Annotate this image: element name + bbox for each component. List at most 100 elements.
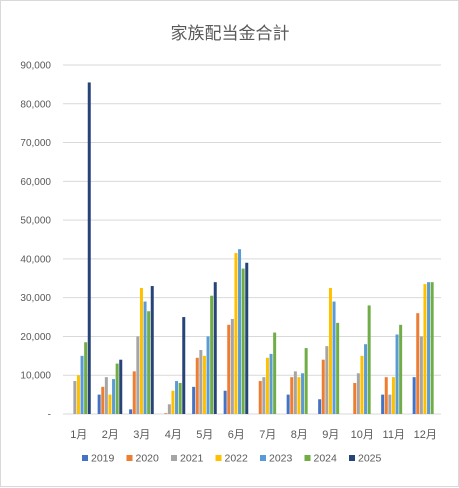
bar-2021-11: [388, 394, 392, 414]
bar-2022-11: [391, 377, 395, 414]
bar-2021-2: [104, 377, 108, 414]
bar-2025-3: [150, 286, 154, 414]
x-tick-label: 3月: [133, 429, 150, 441]
y-tick-label: 40,000: [20, 254, 51, 265]
bar-2025-4: [182, 317, 186, 414]
legend-label-2022: 2022: [225, 453, 249, 465]
legend-swatch-2019: [82, 455, 88, 461]
y-tick-label: 20,000: [20, 332, 51, 343]
bar-2024-8: [304, 348, 308, 414]
bar-2020-7: [258, 381, 262, 414]
x-tick-label: 6月: [228, 429, 245, 441]
bar-layer: [73, 82, 434, 414]
bar-2020-12: [416, 313, 420, 414]
legend-label-2024: 2024: [314, 453, 338, 465]
y-tick-label: -: [48, 410, 51, 421]
bar-2019-6: [223, 390, 227, 414]
bar-2022-1: [76, 375, 80, 414]
bar-2023-12: [427, 282, 431, 414]
bar-2025-2: [119, 359, 123, 414]
x-tick-label: 9月: [322, 429, 339, 441]
bar-2024-1: [84, 342, 88, 414]
bar-2023-2: [112, 379, 116, 414]
legend-label-2023: 2023: [269, 453, 293, 465]
bar-2021-10: [356, 373, 360, 414]
y-tick-label: 80,000: [20, 99, 51, 110]
bar-2022-8: [297, 377, 301, 414]
bar-2024-9: [336, 322, 340, 414]
bar-2024-3: [147, 311, 151, 414]
bar-2019-3: [129, 409, 133, 414]
legend: 2019 2020 2021 2022 2023 2024 2025: [82, 453, 382, 465]
legend-label-2019: 2019: [91, 453, 115, 465]
bar-2023-10: [364, 344, 368, 414]
bar-2025-5: [213, 282, 217, 414]
bar-2024-5: [210, 295, 214, 414]
bar-2022-6: [234, 253, 238, 414]
bar-2024-12: [430, 282, 434, 414]
legend-swatch-2024: [304, 455, 311, 461]
x-tick-label: 12月: [414, 429, 437, 441]
x-tick-label: 2月: [102, 429, 119, 441]
legend-swatch-2021: [171, 455, 177, 461]
bar-2020-11: [384, 377, 388, 414]
bar-2021-8: [293, 371, 297, 414]
x-tick-label: 4月: [165, 429, 182, 441]
legend-label-2025: 2025: [358, 453, 382, 465]
bar-2020-2: [101, 386, 105, 414]
bar-2019-12: [412, 377, 416, 414]
bar-2024-4: [178, 382, 182, 414]
legend-swatch-2023: [260, 455, 266, 461]
bar-2021-6: [230, 318, 234, 414]
bar-2024-2: [115, 363, 119, 414]
bar-2023-7: [269, 353, 273, 414]
x-tick-label: 1月: [70, 429, 87, 441]
grid-layer: [63, 64, 441, 415]
y-tick-label: 10,000: [20, 371, 51, 382]
y-tick-label: 70,000: [20, 138, 51, 149]
bar-2024-10: [367, 305, 371, 414]
bar-2020-5: [195, 357, 199, 414]
bar-2023-5: [206, 336, 210, 414]
bar-2021-1: [73, 381, 77, 414]
bar-2021-5: [199, 350, 203, 414]
y-axis-ticks: - 10,000 20,000 30,000 40,000 50,000 60,000 70,…: [20, 61, 51, 421]
bar-2022-12: [423, 284, 427, 414]
bar-2024-7: [273, 332, 277, 414]
y-tick-label: 50,000: [20, 216, 51, 227]
bar-2020-3: [132, 371, 136, 414]
bar-2020-6: [227, 324, 231, 414]
x-tick-label: 10月: [351, 429, 374, 441]
y-tick-label: 90,000: [20, 61, 51, 72]
bar-2021-3: [136, 336, 140, 414]
bar-2019-2: [97, 394, 101, 414]
x-tick-label: 7月: [259, 429, 276, 441]
bar-2020-9: [321, 359, 325, 414]
x-tick-label: 11月: [383, 429, 405, 441]
bar-2021-4: [167, 404, 171, 414]
bar-2023-11: [395, 334, 399, 414]
bar-2019-9: [318, 399, 322, 414]
x-tick-label: 5月: [196, 429, 213, 441]
bar-2022-5: [202, 355, 206, 414]
bar-2023-1: [80, 355, 84, 414]
bar-2025-1: [87, 82, 91, 414]
bar-2023-8: [301, 373, 305, 414]
bar-2021-12: [419, 336, 423, 414]
bar-2019-5: [192, 386, 196, 414]
bar-2022-3: [139, 287, 143, 414]
legend-swatch-2020: [126, 455, 133, 461]
y-tick-label: 30,000: [20, 293, 51, 304]
bar-2023-4: [175, 381, 179, 414]
bar-2022-4: [171, 390, 175, 414]
bar-2025-6: [245, 262, 249, 414]
bar-2021-7: [262, 377, 266, 414]
bar-2024-11: [399, 324, 403, 414]
x-tick-label: 8月: [291, 429, 308, 441]
bar-2019-8: [286, 394, 290, 414]
x-axis-ticks: 1月 2月 3月 4月 5月 6月 7月 8月 9月 10月 11月 12月: [70, 429, 437, 441]
bar-2021-9: [325, 346, 329, 414]
bar-2023-6: [238, 249, 242, 414]
